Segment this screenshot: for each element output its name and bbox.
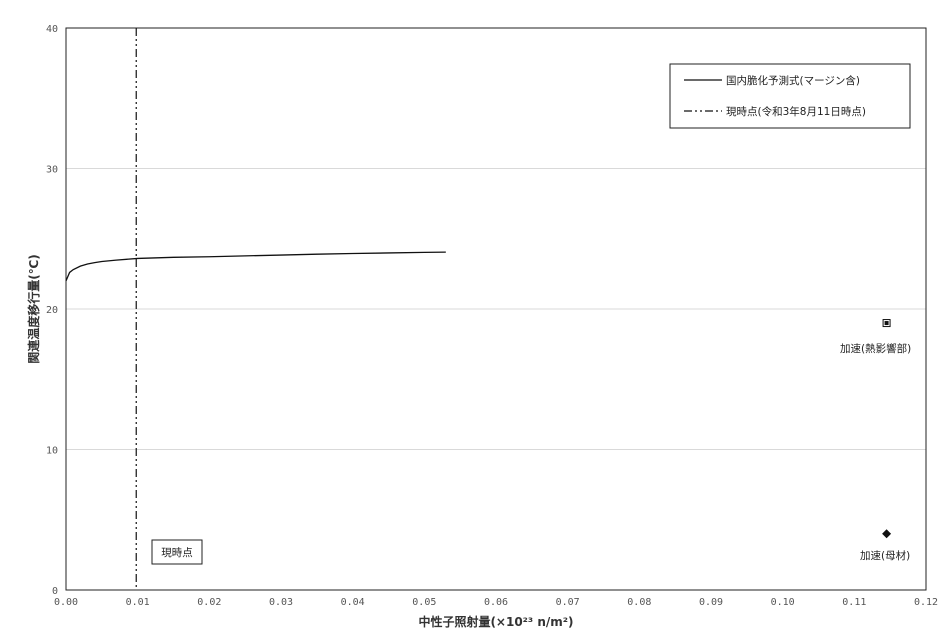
series-line-prediction <box>65 251 446 282</box>
y-tick-label: 40 <box>46 24 58 35</box>
plot-area-frame <box>65 27 927 591</box>
y-tick-label: 0 <box>52 586 58 597</box>
series-layer <box>65 28 892 590</box>
x-tick-label: 0.10 <box>771 597 795 608</box>
tick-labels: 0 10 20 30 40 0.00 0.01 0.02 0.03 0.04 0.05 0.06 0.0… <box>46 24 938 608</box>
legend: 国内脆化予測式(マージン含) 現時点(令和3年8月11日時点) <box>669 63 911 129</box>
y-axis-title: 関連温度移行量(℃) <box>26 254 41 364</box>
x-tick-label: 0.02 <box>197 597 221 608</box>
annotation-current-label: 現時点 <box>161 547 193 559</box>
x-tick-label: 0.05 <box>412 597 436 608</box>
point-marker-base <box>882 529 892 539</box>
annotation-haz-label: 加速(熱影響部) <box>840 342 911 355</box>
x-tick-label: 0.04 <box>341 597 365 608</box>
legend-label-prediction: 国内脆化予測式(マージン含) <box>726 74 860 87</box>
x-tick-label: 0.06 <box>484 597 508 608</box>
x-tick-label: 0.03 <box>269 597 293 608</box>
annotation-current-box <box>151 539 203 565</box>
annotation-current-point: 現時点 <box>151 539 203 565</box>
grid-layer <box>66 168 926 450</box>
y-tick-label: 10 <box>46 446 58 457</box>
x-tick-label: 0.01 <box>126 597 150 608</box>
x-tick-label: 0.11 <box>842 597 866 608</box>
legend-label-current: 現時点(令和3年8月11日時点) <box>726 105 866 118</box>
x-axis-title: 中性子照射量(×10²³ n/m²) <box>418 614 573 629</box>
x-tick-label: 0.07 <box>556 597 580 608</box>
y-tick-label: 20 <box>46 305 58 316</box>
x-tick-label: 0.09 <box>699 597 723 608</box>
x-tick-label: 0.00 <box>54 597 78 608</box>
point-marker-haz <box>882 319 891 328</box>
y-tick-label: 30 <box>46 165 58 176</box>
annotation-base-label: 加速(母材) <box>860 549 910 562</box>
x-tick-label: 0.08 <box>627 597 651 608</box>
legend-box <box>669 63 911 129</box>
x-tick-label: 0.12 <box>914 597 938 608</box>
